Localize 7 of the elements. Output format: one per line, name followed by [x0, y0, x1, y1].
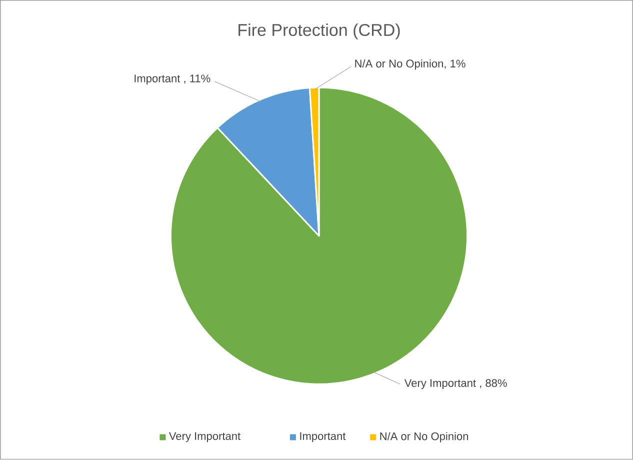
legend-label: N/A or No Opinion [380, 432, 468, 443]
data-label: Important , 11% [134, 74, 210, 85]
chart-title: Fire Protection (CRD) [238, 24, 400, 40]
data-label: N/A or No Opinion, 1% [355, 60, 466, 70]
legend-label: Important [300, 432, 346, 442]
legend-label: Very Important [168, 432, 240, 442]
data-label: Very Important , 88% [404, 379, 507, 390]
